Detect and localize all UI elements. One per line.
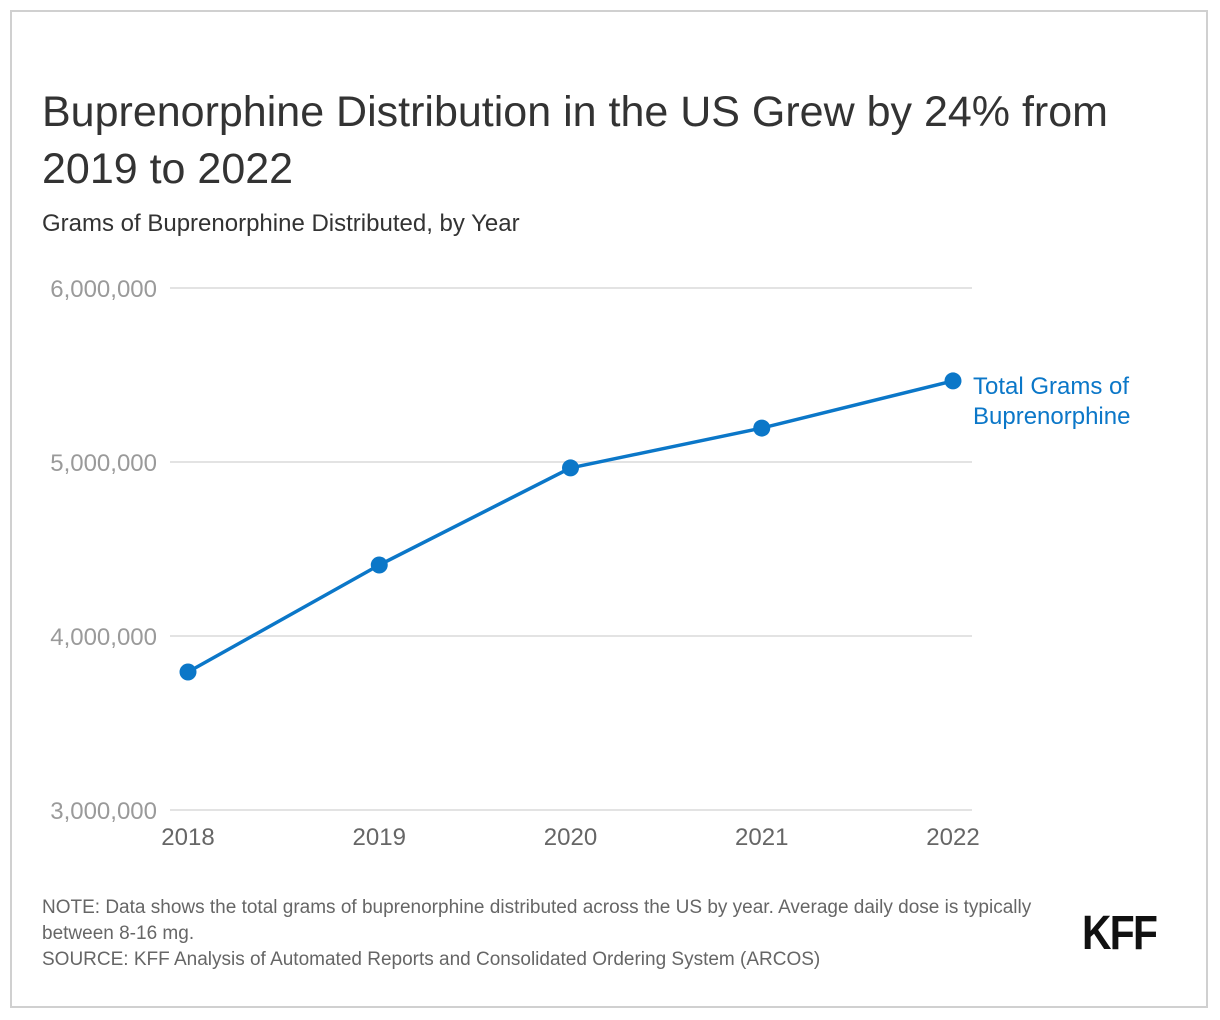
- data-point: [944, 372, 962, 390]
- x-tick-label: 2021: [735, 824, 788, 851]
- series: [179, 372, 962, 681]
- y-axis-ticks: 3,000,000 4,000,000 5,000,000 6,000,000: [50, 276, 157, 825]
- data-point: [562, 459, 579, 477]
- x-tick-label: 2018: [161, 824, 214, 851]
- series-label: Buprenorphine: [973, 403, 1130, 430]
- y-tick-label: 5,000,000: [50, 450, 157, 477]
- data-point: [370, 556, 388, 574]
- series-label: Total Grams of: [973, 373, 1129, 400]
- x-tick-label: 2019: [353, 824, 406, 851]
- chart-subtitle: Grams of Buprenorphine Distributed, by Y…: [42, 210, 520, 237]
- y-tick-label: 3,000,000: [50, 798, 157, 825]
- x-tick-label: 2020: [544, 824, 597, 851]
- chart-footnotes: NOTE: Data shows the total grams of bupr…: [42, 895, 1042, 973]
- series-labels: Total Grams of Buprenorphine: [973, 373, 1130, 430]
- source-text: SOURCE: KFF Analysis of Automated Report…: [42, 949, 821, 970]
- x-axis-ticks: 2018 2019 2020 2021 2022: [161, 824, 979, 851]
- data-point: [179, 663, 197, 681]
- line-chart: 3,000,000 4,000,000 5,000,000 6,000,000 201…: [50, 276, 1130, 851]
- y-tick-label: 6,000,000: [50, 276, 157, 303]
- x-tick-label: 2022: [926, 824, 979, 851]
- note-text: NOTE: Data shows the total grams of bupr…: [42, 897, 1032, 944]
- gridlines: [170, 287, 972, 811]
- series-line: [187, 379, 954, 674]
- chart-frame: [10, 10, 1208, 1008]
- data-point: [753, 419, 771, 437]
- chart-title: Buprenorphine Distribution in the US Gre…: [42, 88, 1108, 193]
- kff-logo: KFF: [1082, 907, 1158, 960]
- y-tick-label: 4,000,000: [50, 624, 157, 651]
